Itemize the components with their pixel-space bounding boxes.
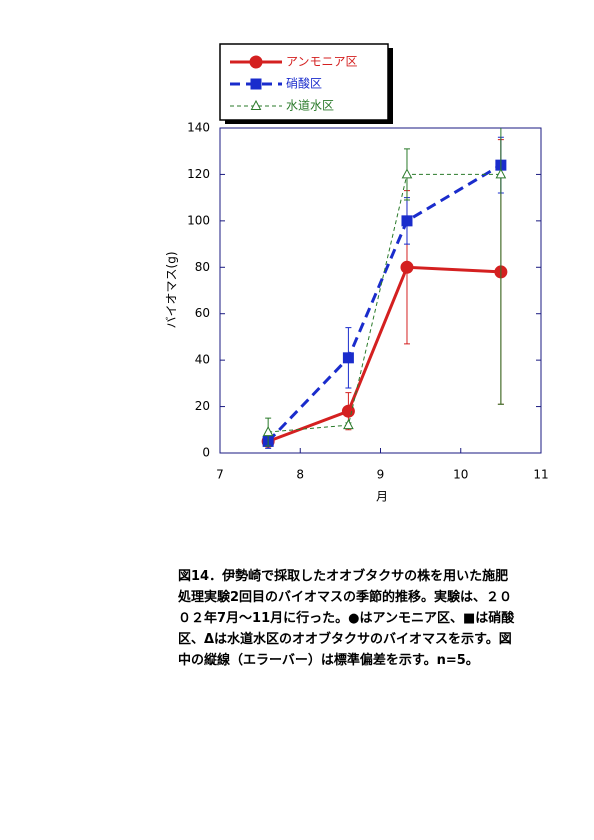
legend-marker bbox=[249, 55, 263, 69]
y-axis-label: バイオマス(g) bbox=[165, 252, 179, 329]
y-tick-label: 120 bbox=[187, 167, 210, 181]
marker bbox=[401, 215, 413, 227]
x-tick-label: 8 bbox=[296, 468, 304, 482]
legend-marker bbox=[250, 78, 262, 90]
plot-frame bbox=[219, 127, 542, 454]
marker bbox=[343, 419, 354, 430]
caption-line: 図14．伊勢崎で採取したオオブタクサの株を用いた施肥 bbox=[178, 568, 508, 584]
caption-line: 処理実験2回目のバイオマスの季節的推移。実験は、２０ bbox=[177, 589, 512, 605]
x-tick-label: 9 bbox=[377, 468, 385, 482]
plot-layer bbox=[261, 128, 508, 449]
legend-label: 水道水区 bbox=[286, 99, 334, 113]
marker bbox=[495, 168, 507, 179]
legend-marker bbox=[250, 99, 262, 110]
y-tick-label: 80 bbox=[195, 260, 210, 274]
error-bar bbox=[497, 128, 504, 405]
y-tick-label: 60 bbox=[195, 306, 210, 320]
caption-line: 中の縦線（エラーバー）は標準偏差を示す。n=5。 bbox=[178, 652, 479, 668]
marker bbox=[401, 168, 413, 179]
y-tick-label: 140 bbox=[187, 121, 210, 135]
caption-line: 区、Δは水道水区のオオブタクサのバイオマスを示す。図 bbox=[178, 631, 512, 647]
x-tick-label: 10 bbox=[453, 468, 468, 482]
marker bbox=[400, 260, 414, 274]
x-tick-label: 7 bbox=[216, 468, 224, 482]
y-tick-label: 0 bbox=[202, 446, 210, 460]
caption-line: ０２年7月～11月に行った。●はアンモニア区、■は硝酸 bbox=[178, 610, 515, 626]
marker bbox=[342, 352, 354, 364]
legend-label: 硝酸区 bbox=[286, 76, 322, 91]
marker bbox=[262, 426, 274, 437]
legend-label: アンモニア区 bbox=[286, 55, 358, 69]
x-axis-label: 月 bbox=[376, 490, 388, 504]
series-line bbox=[267, 163, 502, 443]
y-tick-label: 20 bbox=[195, 399, 210, 413]
y-tick-label: 100 bbox=[187, 213, 210, 227]
series-line bbox=[267, 265, 501, 443]
series-line bbox=[268, 173, 501, 433]
y-tick-label: 40 bbox=[195, 353, 210, 367]
x-tick-label: 11 bbox=[533, 468, 548, 482]
legend-box bbox=[219, 43, 389, 121]
